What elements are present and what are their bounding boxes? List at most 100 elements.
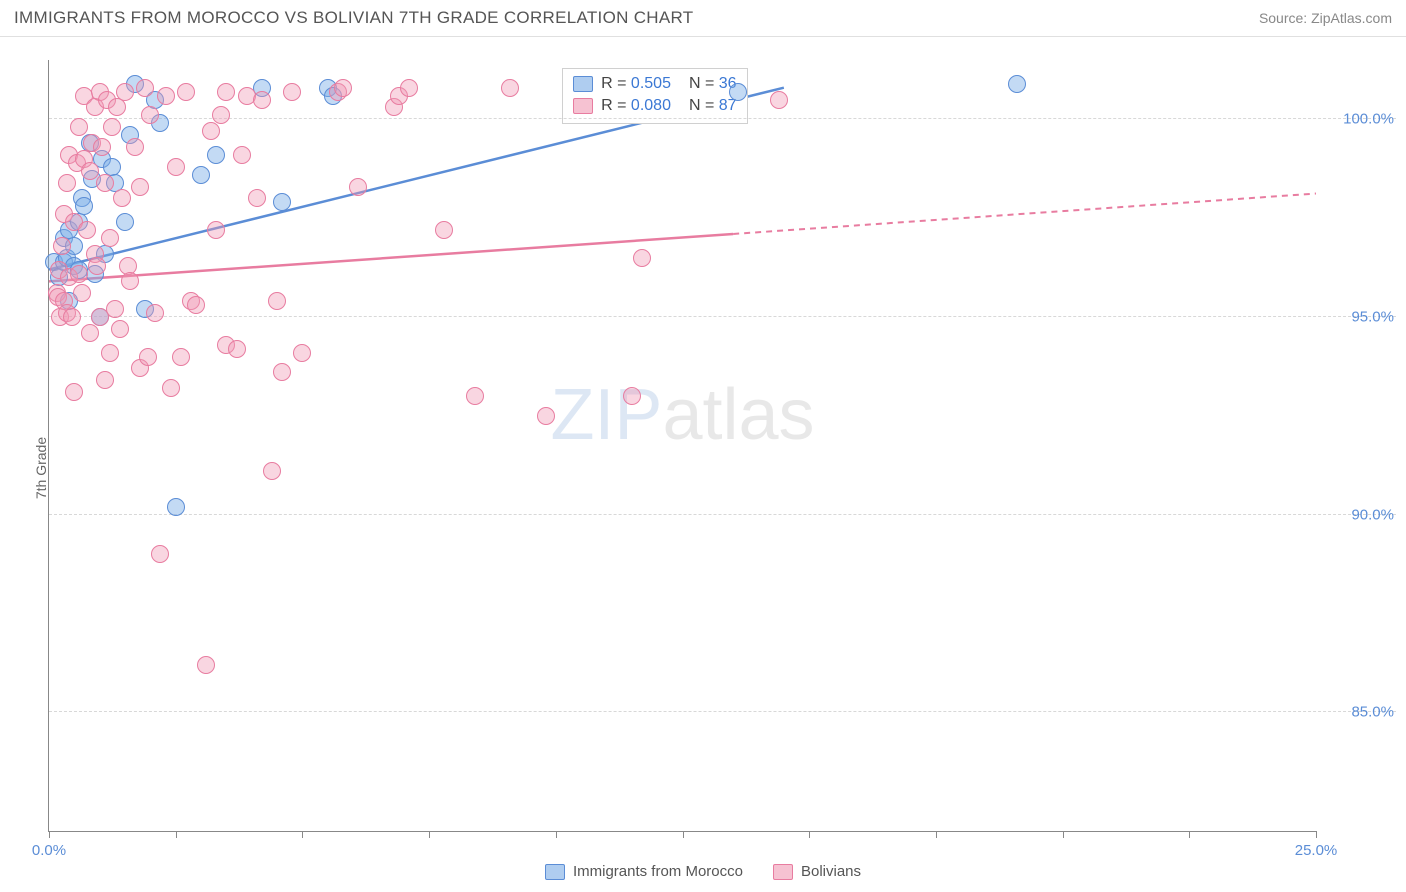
scatter-point-bolivians: [233, 146, 251, 164]
legend-row-bolivians: R = 0.080N = 87: [573, 95, 736, 117]
scatter-point-bolivians: [334, 79, 352, 97]
scatter-point-bolivians: [88, 257, 106, 275]
x-tick-mark: [683, 831, 684, 838]
bottom-legend-item: Bolivians: [773, 863, 861, 880]
scatter-point-bolivians: [101, 344, 119, 362]
scatter-point-bolivians: [60, 146, 78, 164]
title-bar: IMMIGRANTS FROM MOROCCO VS BOLIVIAN 7TH …: [0, 0, 1406, 37]
y-tick-label: 100.0%: [1324, 111, 1394, 128]
scatter-point-bolivians: [167, 158, 185, 176]
legend-text-morocco: R = 0.505N = 36: [601, 75, 736, 93]
y-tick-label: 95.0%: [1324, 309, 1394, 326]
x-tick-label: 25.0%: [1295, 842, 1338, 859]
scatter-point-morocco: [93, 150, 111, 168]
scatter-point-morocco: [151, 114, 169, 132]
scatter-point-bolivians: [91, 308, 109, 326]
scatter-point-bolivians: [329, 83, 347, 101]
scatter-point-morocco: [146, 91, 164, 109]
scatter-point-morocco: [106, 174, 124, 192]
scatter-point-bolivians: [65, 383, 83, 401]
scatter-point-bolivians: [131, 359, 149, 377]
scatter-point-bolivians: [98, 91, 116, 109]
scatter-point-bolivians: [182, 292, 200, 310]
scatter-point-bolivians: [157, 87, 175, 105]
scatter-point-morocco: [121, 126, 139, 144]
scatter-point-morocco: [83, 170, 101, 188]
legend-in-chart: R = 0.505N = 36 R = 0.080N = 87: [562, 68, 747, 124]
scatter-point-bolivians: [68, 154, 86, 172]
legend-swatch: [773, 864, 793, 880]
scatter-point-bolivians: [126, 138, 144, 156]
scatter-point-morocco: [103, 158, 121, 176]
y-tick-label: 90.0%: [1324, 506, 1394, 523]
scatter-point-bolivians: [75, 150, 93, 168]
scatter-point-bolivians: [141, 106, 159, 124]
scatter-point-bolivians: [108, 98, 126, 116]
x-tick-mark: [1316, 831, 1317, 838]
scatter-point-morocco: [73, 189, 91, 207]
scatter-point-bolivians: [207, 221, 225, 239]
gridline-h: [49, 316, 1396, 317]
chart-title: IMMIGRANTS FROM MOROCCO VS BOLIVIAN 7TH …: [14, 8, 693, 28]
gridline-h: [49, 118, 1396, 119]
scatter-point-morocco: [70, 261, 88, 279]
scatter-point-bolivians: [217, 83, 235, 101]
scatter-point-bolivians: [48, 284, 66, 302]
trend-lines-svg: [49, 60, 1316, 831]
scatter-point-morocco: [126, 75, 144, 93]
scatter-point-morocco: [1008, 75, 1026, 93]
legend-swatch: [545, 864, 565, 880]
x-tick-mark: [809, 831, 810, 838]
scatter-point-bolivians: [293, 344, 311, 362]
scatter-point-morocco: [75, 197, 93, 215]
scatter-point-bolivians: [83, 134, 101, 152]
trend-line-bolivians-extension: [733, 194, 1316, 234]
gridline-h: [49, 514, 1396, 515]
scatter-point-bolivians: [633, 249, 651, 267]
source-label: Source: ZipAtlas.com: [1259, 10, 1392, 26]
watermark-atlas: atlas: [662, 375, 814, 455]
scatter-point-bolivians: [93, 138, 111, 156]
bottom-legend-label: Immigrants from Morocco: [573, 863, 743, 880]
legend-swatch-bolivians: [573, 98, 593, 114]
scatter-point-bolivians: [139, 348, 157, 366]
scatter-point-bolivians: [73, 284, 91, 302]
plot-wrap: 7th Grade ZIPatlas R = 0.505N = 36R = 0.…: [0, 44, 1406, 892]
scatter-point-morocco: [192, 166, 210, 184]
bottom-legend-item: Immigrants from Morocco: [545, 863, 743, 880]
scatter-point-morocco: [116, 213, 134, 231]
legend-text-bolivians: R = 0.080N = 87: [601, 97, 736, 115]
scatter-point-bolivians: [96, 174, 114, 192]
scatter-point-bolivians: [101, 229, 119, 247]
scatter-point-bolivians: [70, 118, 88, 136]
watermark: ZIPatlas: [550, 374, 814, 456]
scatter-point-bolivians: [212, 106, 230, 124]
scatter-point-bolivians: [91, 83, 109, 101]
scatter-point-bolivians: [623, 387, 641, 405]
scatter-point-bolivians: [131, 178, 149, 196]
legend-swatch-morocco: [573, 76, 593, 92]
scatter-point-bolivians: [113, 189, 131, 207]
x-tick-mark: [302, 831, 303, 838]
scatter-point-bolivians: [435, 221, 453, 239]
scatter-point-bolivians: [58, 174, 76, 192]
y-tick-label: 85.0%: [1324, 704, 1394, 721]
scatter-point-morocco: [65, 257, 83, 275]
scatter-point-bolivians: [238, 87, 256, 105]
scatter-point-bolivians: [187, 296, 205, 314]
scatter-point-bolivians: [385, 98, 403, 116]
scatter-point-bolivians: [263, 462, 281, 480]
scatter-point-morocco: [91, 308, 109, 326]
scatter-point-morocco: [81, 134, 99, 152]
scatter-point-bolivians: [70, 265, 88, 283]
scatter-point-bolivians: [466, 387, 484, 405]
trend-line-bolivians: [49, 234, 733, 281]
scatter-point-bolivians: [146, 304, 164, 322]
scatter-point-bolivians: [60, 268, 78, 286]
scatter-point-morocco: [96, 245, 114, 263]
x-tick-mark: [556, 831, 557, 838]
scatter-point-bolivians: [273, 363, 291, 381]
scatter-point-morocco: [55, 229, 73, 247]
scatter-point-bolivians: [400, 79, 418, 97]
scatter-point-morocco: [86, 265, 104, 283]
